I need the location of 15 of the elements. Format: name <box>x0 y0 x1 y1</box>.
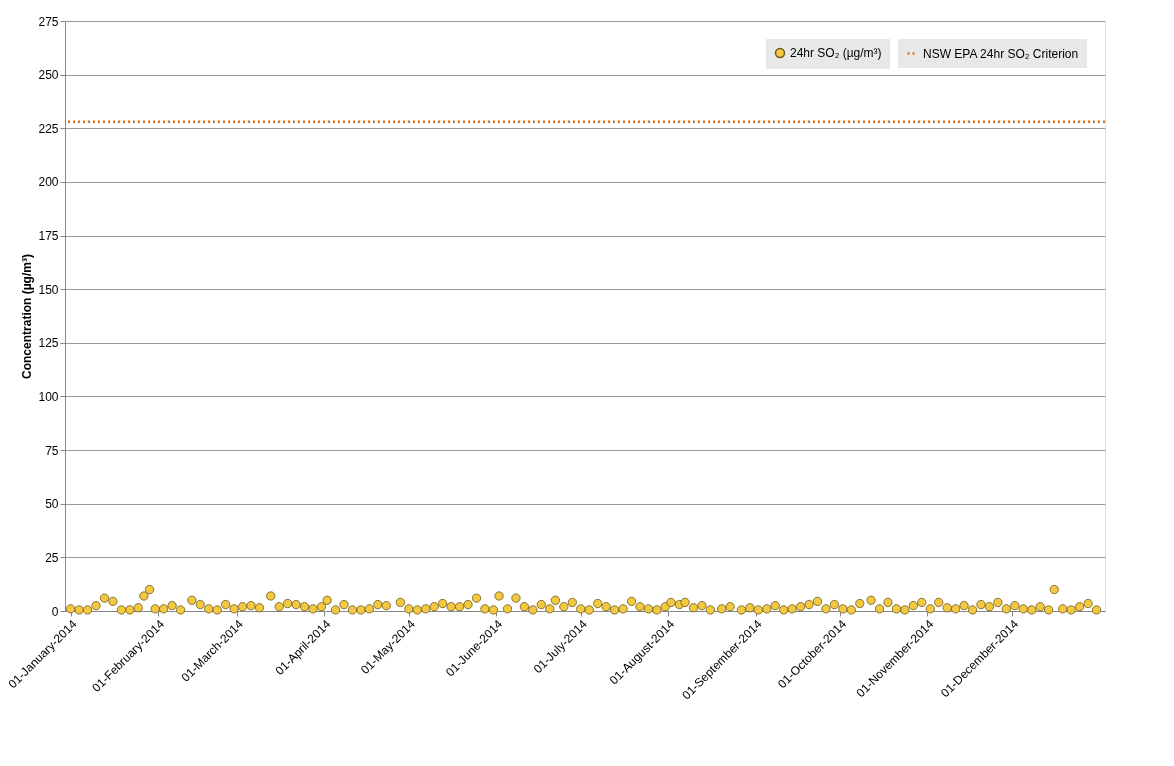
y-tick-label: 275 <box>38 14 59 29</box>
y-tick-label: 125 <box>38 336 59 351</box>
y-tick-label: 150 <box>38 282 59 297</box>
y-tick-label: 0 <box>51 604 59 619</box>
y-tick-label: 200 <box>38 175 59 190</box>
y-tick-label: 25 <box>45 550 59 565</box>
legend-label: 24hr SO₂ (µg/m³) <box>790 46 882 60</box>
y-tick-label: 75 <box>45 443 59 458</box>
y-tick-label: 225 <box>38 121 59 136</box>
y-tick-label: 175 <box>38 229 59 244</box>
y-axis-title: Concentration (µg/m³) <box>20 254 35 379</box>
y-tick-label: 250 <box>38 68 59 83</box>
y-tick-label: 50 <box>45 497 59 512</box>
y-tick-label: 100 <box>38 389 59 404</box>
legend-label: NSW EPA 24hr SO₂ Criterion <box>923 46 1079 61</box>
